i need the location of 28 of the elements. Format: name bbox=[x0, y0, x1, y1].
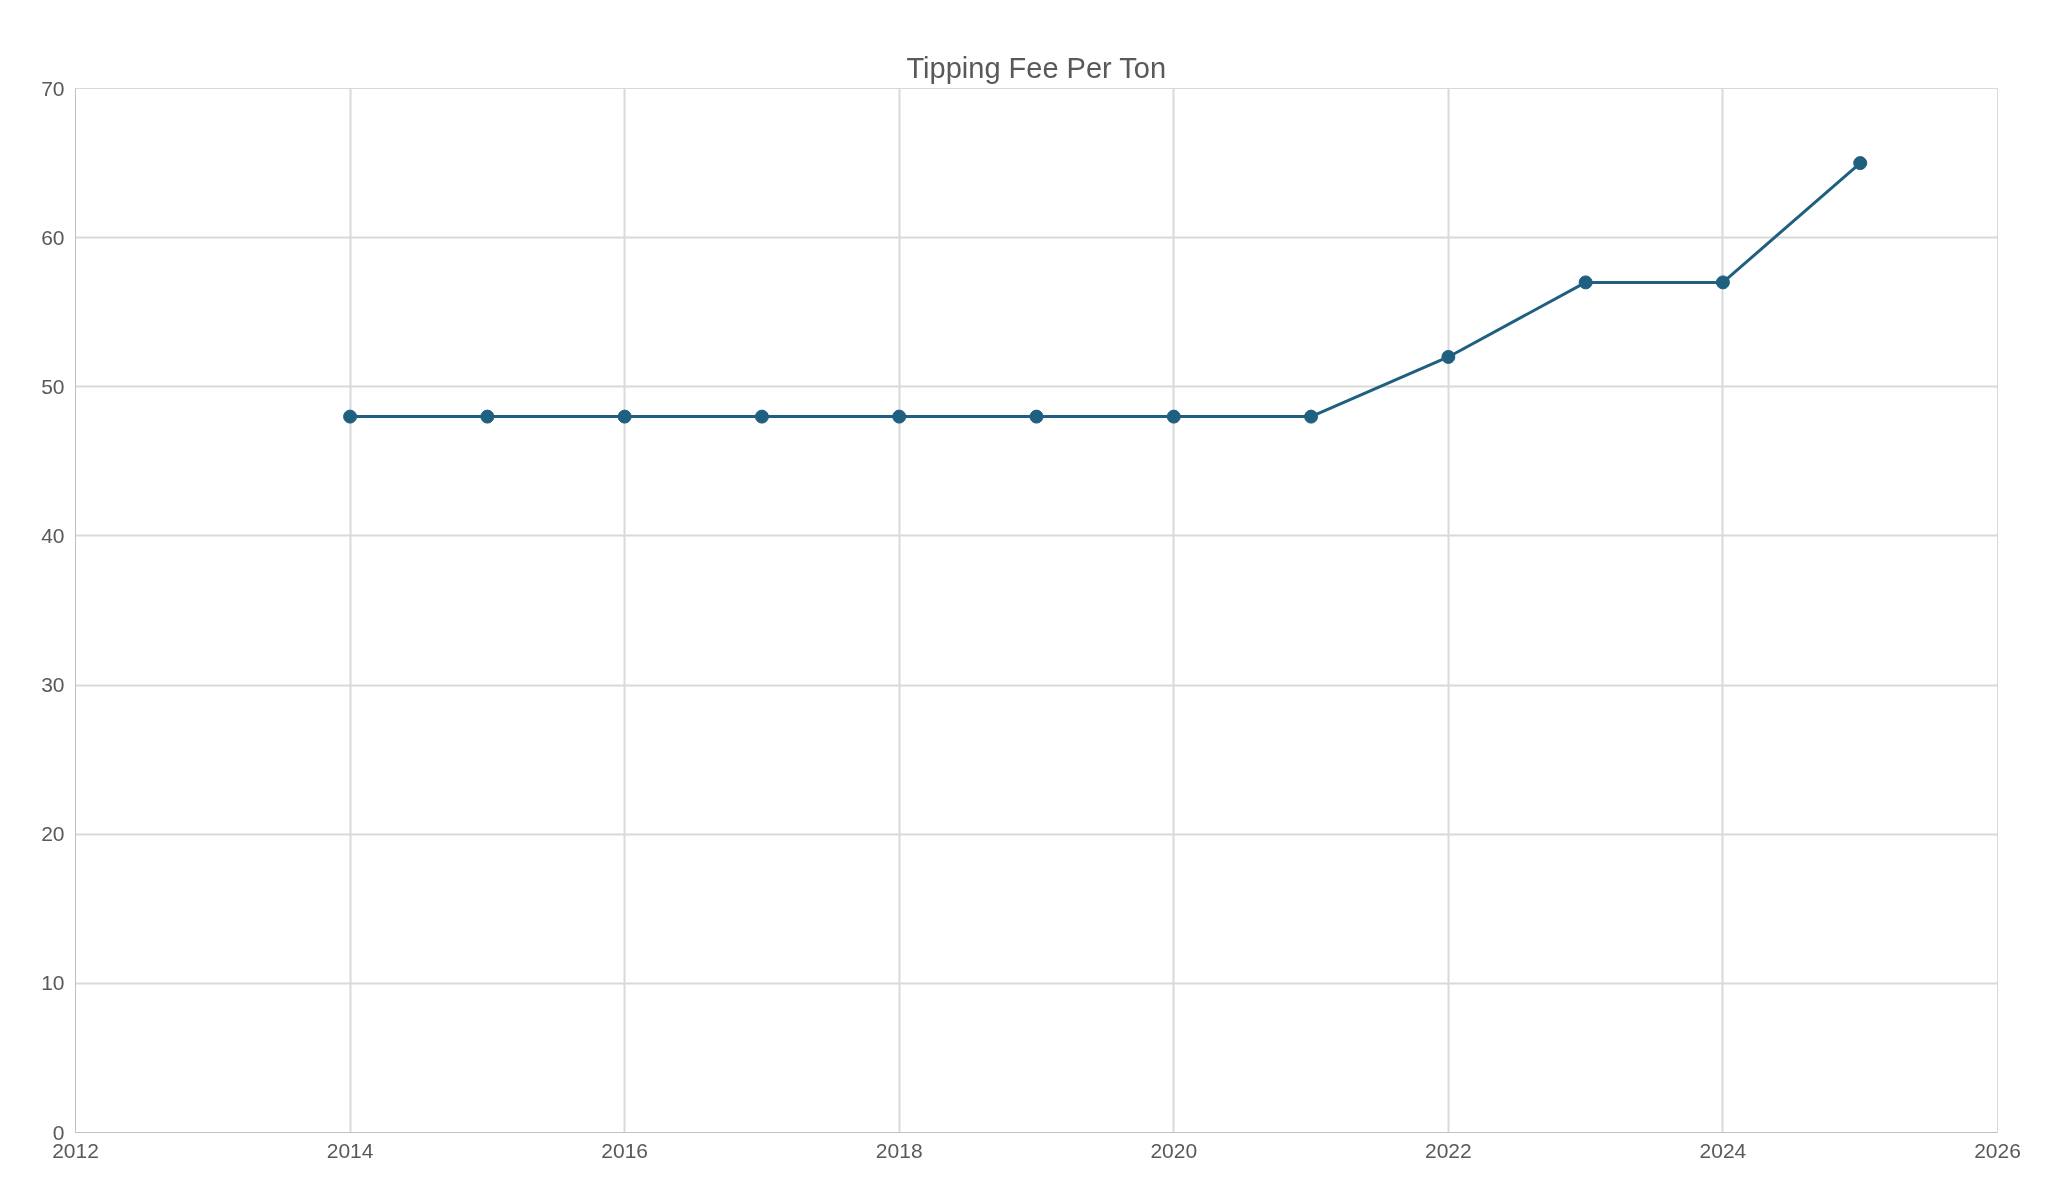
point bbox=[1029, 409, 1044, 424]
point bbox=[1166, 409, 1181, 424]
y-tick-label: 10 bbox=[41, 971, 65, 995]
point bbox=[480, 409, 495, 424]
x-tick-label: 2018 bbox=[875, 1138, 923, 1162]
y-tick-label: 0 bbox=[52, 1120, 65, 1144]
point bbox=[1304, 409, 1319, 424]
point bbox=[343, 409, 358, 424]
y-tick-label: 50 bbox=[41, 374, 65, 398]
point bbox=[617, 409, 632, 424]
y-tick-label: 40 bbox=[41, 523, 65, 547]
chart-title: Tipping Fee Per Ton bbox=[906, 51, 1167, 84]
point bbox=[1578, 275, 1593, 290]
point bbox=[1853, 156, 1868, 171]
y-tick-label: 70 bbox=[41, 76, 65, 100]
x-tick-label: 2022 bbox=[1425, 1138, 1472, 1162]
point bbox=[1441, 349, 1456, 364]
y-tick-label: 30 bbox=[41, 673, 65, 697]
point bbox=[754, 409, 769, 424]
point bbox=[1715, 275, 1730, 290]
x-tick-label: 2026 bbox=[1974, 1138, 2021, 1162]
y-tick-label: 60 bbox=[41, 225, 65, 249]
x-tick-label: 2016 bbox=[601, 1138, 648, 1162]
x-tick-label: 2014 bbox=[326, 1138, 374, 1162]
point bbox=[892, 409, 907, 424]
x-tick-label: 2020 bbox=[1150, 1138, 1198, 1162]
y-tick-label: 20 bbox=[41, 822, 65, 846]
x-tick-label: 2024 bbox=[1699, 1138, 1747, 1162]
